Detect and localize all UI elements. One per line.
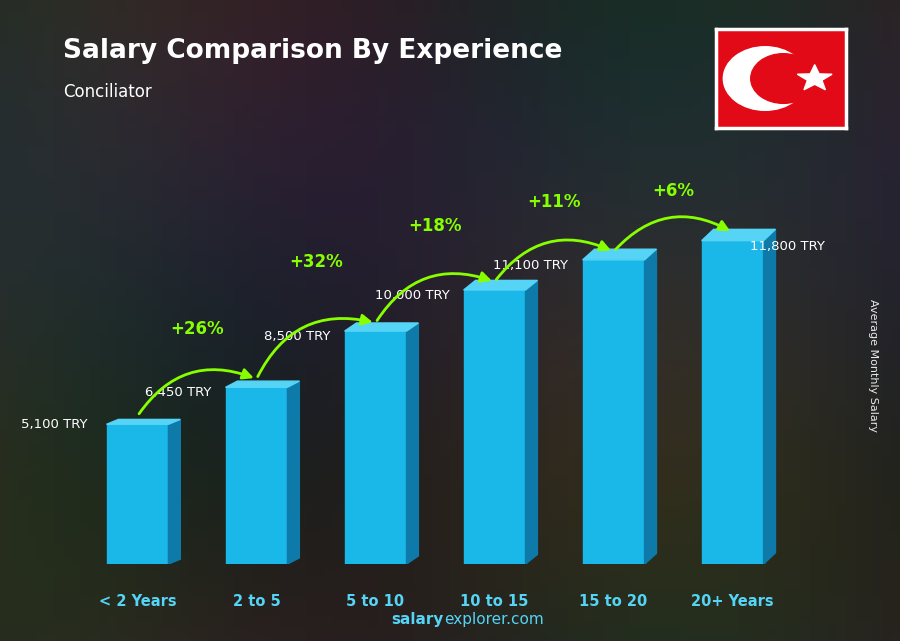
Text: Conciliator: Conciliator (63, 83, 152, 101)
Text: 5 to 10: 5 to 10 (346, 594, 405, 609)
Polygon shape (106, 419, 180, 424)
Text: 11,800 TRY: 11,800 TRY (751, 240, 825, 253)
Bar (582, 260, 644, 564)
Text: 10 to 15: 10 to 15 (461, 594, 529, 609)
Circle shape (724, 47, 807, 110)
Bar (464, 290, 526, 564)
Text: +32%: +32% (289, 253, 343, 271)
Text: 11,100 TRY: 11,100 TRY (493, 259, 569, 272)
Text: Average Monthly Salary: Average Monthly Salary (868, 299, 878, 432)
Bar (226, 387, 287, 564)
Text: < 2 Years: < 2 Years (99, 594, 176, 609)
FancyArrowPatch shape (377, 273, 489, 320)
Text: +18%: +18% (409, 217, 462, 235)
Text: 15 to 20: 15 to 20 (580, 594, 648, 609)
FancyArrowPatch shape (616, 217, 727, 249)
Polygon shape (287, 381, 300, 564)
FancyArrowPatch shape (139, 370, 251, 414)
Polygon shape (407, 323, 418, 564)
Text: +6%: +6% (652, 181, 694, 199)
Text: explorer.com: explorer.com (444, 612, 544, 627)
Text: 5,100 TRY: 5,100 TRY (21, 418, 87, 431)
Text: 6,450 TRY: 6,450 TRY (145, 387, 212, 399)
Text: salary: salary (392, 612, 444, 627)
Polygon shape (702, 229, 776, 240)
Bar (106, 424, 168, 564)
Text: 2 to 5: 2 to 5 (232, 594, 281, 609)
Text: 10,000 TRY: 10,000 TRY (374, 289, 449, 302)
Bar (702, 240, 763, 564)
Text: +11%: +11% (527, 192, 580, 210)
Text: Salary Comparison By Experience: Salary Comparison By Experience (63, 38, 562, 65)
Polygon shape (582, 249, 656, 260)
Text: 20+ Years: 20+ Years (691, 594, 774, 609)
Polygon shape (763, 229, 776, 564)
FancyArrowPatch shape (257, 315, 370, 377)
Polygon shape (226, 381, 300, 387)
Bar (345, 331, 407, 564)
Polygon shape (464, 280, 537, 290)
Polygon shape (797, 65, 832, 90)
Polygon shape (345, 323, 418, 331)
Circle shape (751, 54, 816, 103)
Text: +26%: +26% (170, 320, 224, 338)
Polygon shape (644, 249, 656, 564)
Polygon shape (168, 419, 180, 564)
Text: 8,500 TRY: 8,500 TRY (264, 330, 330, 343)
Polygon shape (526, 280, 537, 564)
FancyArrowPatch shape (496, 240, 608, 279)
